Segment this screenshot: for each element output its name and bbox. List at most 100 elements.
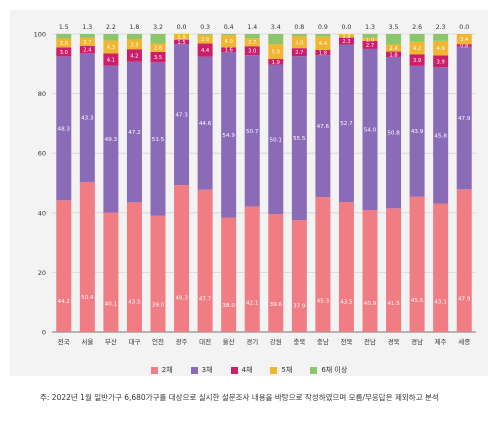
data-label-s5: 1.0 <box>366 37 374 43</box>
data-label-s2: 42.1 <box>246 300 259 306</box>
bar-segment-s6 <box>56 34 72 39</box>
bar-segment-s6 <box>126 34 142 40</box>
bar-segment-s5 <box>126 39 142 50</box>
data-label-s2: 45.5 <box>411 298 424 304</box>
bar-segment-s2 <box>103 212 119 332</box>
data-label-s3: 47.6 <box>317 124 330 130</box>
data-label-s5: 4.3 <box>107 45 115 51</box>
data-label-s6: 1.8 <box>130 24 140 31</box>
data-label-s3: 43.3 <box>81 116 94 122</box>
bar-segment-s4 <box>221 47 237 53</box>
data-label-s5: 3.4 <box>460 37 469 43</box>
bar-segment-s2 <box>150 215 166 332</box>
data-label-s2: 37.9 <box>293 303 306 309</box>
bar-segment-s4 <box>56 47 72 57</box>
data-label-s3: 47.9 <box>458 116 471 122</box>
x-tick-label: 전국 <box>58 337 70 346</box>
data-label-s2: 43.5 <box>128 299 141 305</box>
bar-segment-s5 <box>362 37 378 41</box>
bar-segment-s2 <box>433 203 449 332</box>
data-label-s3: 45.8 <box>434 133 447 139</box>
data-label-s2: 44.2 <box>58 299 70 305</box>
data-label-s6: 0.8 <box>294 24 304 31</box>
bar-segment-s5 <box>56 38 72 48</box>
x-tick-label: 충남 <box>317 337 329 346</box>
data-label-s4: 3.0 <box>248 49 256 55</box>
data-label-s3: 52.7 <box>340 121 353 127</box>
data-label-s6: 0.4 <box>224 24 234 31</box>
data-label-s4: 3.9 <box>437 59 445 65</box>
data-label-s4: 1.5 <box>177 40 185 46</box>
data-label-s2: 47.9 <box>458 297 471 303</box>
legend-swatch <box>150 366 158 374</box>
bar-segment-s5 <box>291 36 307 49</box>
data-label-s6: 1.5 <box>59 24 69 31</box>
bar-segment-s3 <box>456 46 472 190</box>
data-label-s6: 3.2 <box>153 24 163 31</box>
bar-segment-s4 <box>79 45 95 54</box>
stacked-bar-chart: 0 20 40 60 80 100 44.2 48.3 3.0 3.0 1.5 전국 50.4 43.3 2… <box>34 24 476 346</box>
data-label-s5: 1.2 <box>342 34 350 40</box>
data-label-s2: 49.3 <box>175 296 188 302</box>
bar-segment-s3 <box>56 56 72 201</box>
x-tick-label: 충북 <box>293 337 305 346</box>
chart-panel: 0 20 40 60 80 100 44.2 48.3 3.0 3.0 1.5 전국 50.4 43.3 2… <box>10 10 488 376</box>
x-tick-label: 경북 <box>388 337 400 346</box>
bar-segment-s6 <box>291 34 307 37</box>
bar-segment-s6 <box>221 34 237 36</box>
y-tick-label: 80 <box>38 90 46 98</box>
data-label-s6: 1.3 <box>82 24 92 31</box>
data-label-s4: 3.5 <box>154 55 162 61</box>
data-label-s2: 45.3 <box>317 298 330 304</box>
data-label-s2: 38.0 <box>222 303 235 309</box>
legend-swatch <box>190 366 198 374</box>
bar-segment-s6 <box>197 34 213 35</box>
data-label-s2: 39.0 <box>152 302 165 308</box>
data-label-s6: 1.4 <box>247 24 257 31</box>
data-label-s5: 2.7 <box>83 40 91 46</box>
bar-segment-s3 <box>291 56 307 221</box>
data-label-s4: 0.8 <box>460 43 468 49</box>
data-label-s4: 1.8 <box>389 52 397 58</box>
x-tick-label: 경기 <box>246 337 258 346</box>
bar-segment-s2 <box>268 213 284 332</box>
x-tick-label: 제주 <box>435 338 447 346</box>
legend-item-s6: 6채 이상 <box>310 365 347 375</box>
data-label-s5: 4.9 <box>437 46 445 52</box>
data-label-s4: 1.9 <box>272 60 280 66</box>
bar-segment-s6 <box>409 34 425 42</box>
data-label-s5: 5.0 <box>272 50 280 56</box>
data-label-s5: 2.9 <box>201 37 209 43</box>
bar-segment-s3 <box>433 67 449 204</box>
bar-segment-s5 <box>386 44 402 52</box>
bar-segment-s3 <box>174 44 190 186</box>
x-tick-label: 인천 <box>152 337 164 346</box>
legend-swatch <box>310 366 318 374</box>
legend-label: 2채 <box>161 366 173 374</box>
bar-segment-s5 <box>79 37 95 46</box>
x-tick-label: 경남 <box>411 337 423 346</box>
bar-segment-s5 <box>315 36 331 50</box>
legend-label: 3채 <box>201 366 213 374</box>
bar-segment-s4 <box>291 48 307 57</box>
bar-segment-s5 <box>174 34 190 40</box>
x-tick-label: 전남 <box>364 337 376 346</box>
bar-segment-s3 <box>221 52 237 218</box>
data-label-s4: 3.9 <box>413 58 421 64</box>
footnote: 주: 2022년 1월 일반가구 6,680가구를 대상으로 실시한 설문조사 … <box>40 393 439 402</box>
bar-segment-s3 <box>268 64 284 214</box>
data-label-s4: 4.4 <box>201 48 210 54</box>
bar-segment-s2 <box>456 189 472 332</box>
bar-segment-s5 <box>197 34 213 44</box>
legend-label: 4채 <box>241 366 253 374</box>
x-tick-label: 대전 <box>199 337 211 346</box>
data-label-s2: 47.7 <box>199 297 212 303</box>
data-label-s6: 2.6 <box>412 24 422 31</box>
x-tick-label: 강원 <box>270 337 282 346</box>
data-label-s5: 4.2 <box>413 46 421 52</box>
bar-segment-s6 <box>362 34 378 38</box>
data-label-s6: 0.0 <box>177 24 187 31</box>
bar-segment-s2 <box>56 200 72 332</box>
data-label-s3: 49.3 <box>105 137 118 143</box>
